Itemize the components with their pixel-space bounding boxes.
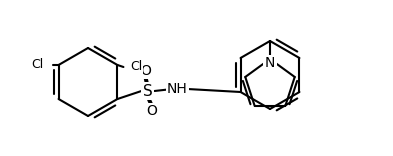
Text: Cl: Cl [130, 61, 143, 73]
Text: NH: NH [167, 82, 188, 96]
Text: N: N [265, 56, 275, 70]
Text: O: O [140, 64, 151, 78]
Text: S: S [143, 83, 152, 98]
Text: Cl: Cl [31, 58, 44, 71]
Text: O: O [146, 104, 157, 118]
